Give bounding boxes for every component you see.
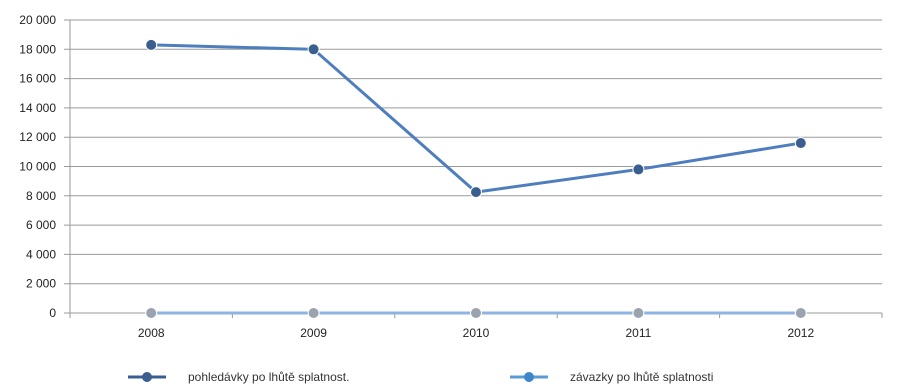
- legend-item-liabilities: závazky po lhůtě splatnosti: [510, 370, 713, 384]
- legend-item-receivables: pohledávky po lhůtě splatnost.: [128, 370, 349, 384]
- y-tick-label: 2 000: [26, 277, 56, 291]
- data-point: [470, 186, 482, 199]
- x-tick-label: 2010: [463, 326, 490, 340]
- y-tick-label: 6 000: [26, 218, 56, 232]
- data-point: [632, 307, 645, 319]
- legend-label-liabilities: závazky po lhůtě splatnosti: [570, 370, 714, 384]
- y-tick-label: 4 000: [26, 247, 56, 261]
- x-tick-label: 2009: [300, 326, 327, 340]
- receivables-legend-marker: [128, 372, 166, 382]
- data-point: [307, 43, 320, 56]
- y-tick-label: 16 000: [19, 72, 56, 86]
- x-axis-tick-labels: 2008 2009 2010 2011 2012: [138, 326, 815, 340]
- legend-label-receivables: pohledávky po lhůtě splatnost.: [188, 370, 350, 384]
- y-tick-label: 20 000: [19, 13, 56, 27]
- x-tick-label: 2012: [787, 326, 814, 340]
- y-tick-label: 8 000: [26, 189, 56, 203]
- y-tick-label: 12 000: [19, 130, 56, 144]
- gridlines: [64, 19, 883, 318]
- x-tick-label: 2011: [625, 326, 651, 340]
- data-point: [470, 307, 482, 319]
- liabilities-legend-marker: [510, 372, 548, 382]
- data-point: [145, 307, 158, 319]
- data-point: [145, 38, 158, 51]
- data-point: [632, 163, 645, 176]
- data-point: [794, 137, 807, 150]
- y-tick-label: 18 000: [19, 42, 56, 56]
- data-point: [794, 307, 807, 319]
- series-lines: [145, 38, 807, 319]
- y-tick-label: 14 000: [19, 101, 56, 115]
- y-tick-label: 10 000: [19, 160, 56, 174]
- x-tick-label: 2008: [138, 326, 165, 340]
- series-line-0: [151, 43, 802, 194]
- y-tick-label: 0: [49, 306, 56, 320]
- y-axis-tick-labels: 0 2 000 4 000 6 000 8 000 10 000 12 000 14 000 1…: [19, 13, 56, 320]
- data-point: [307, 307, 320, 319]
